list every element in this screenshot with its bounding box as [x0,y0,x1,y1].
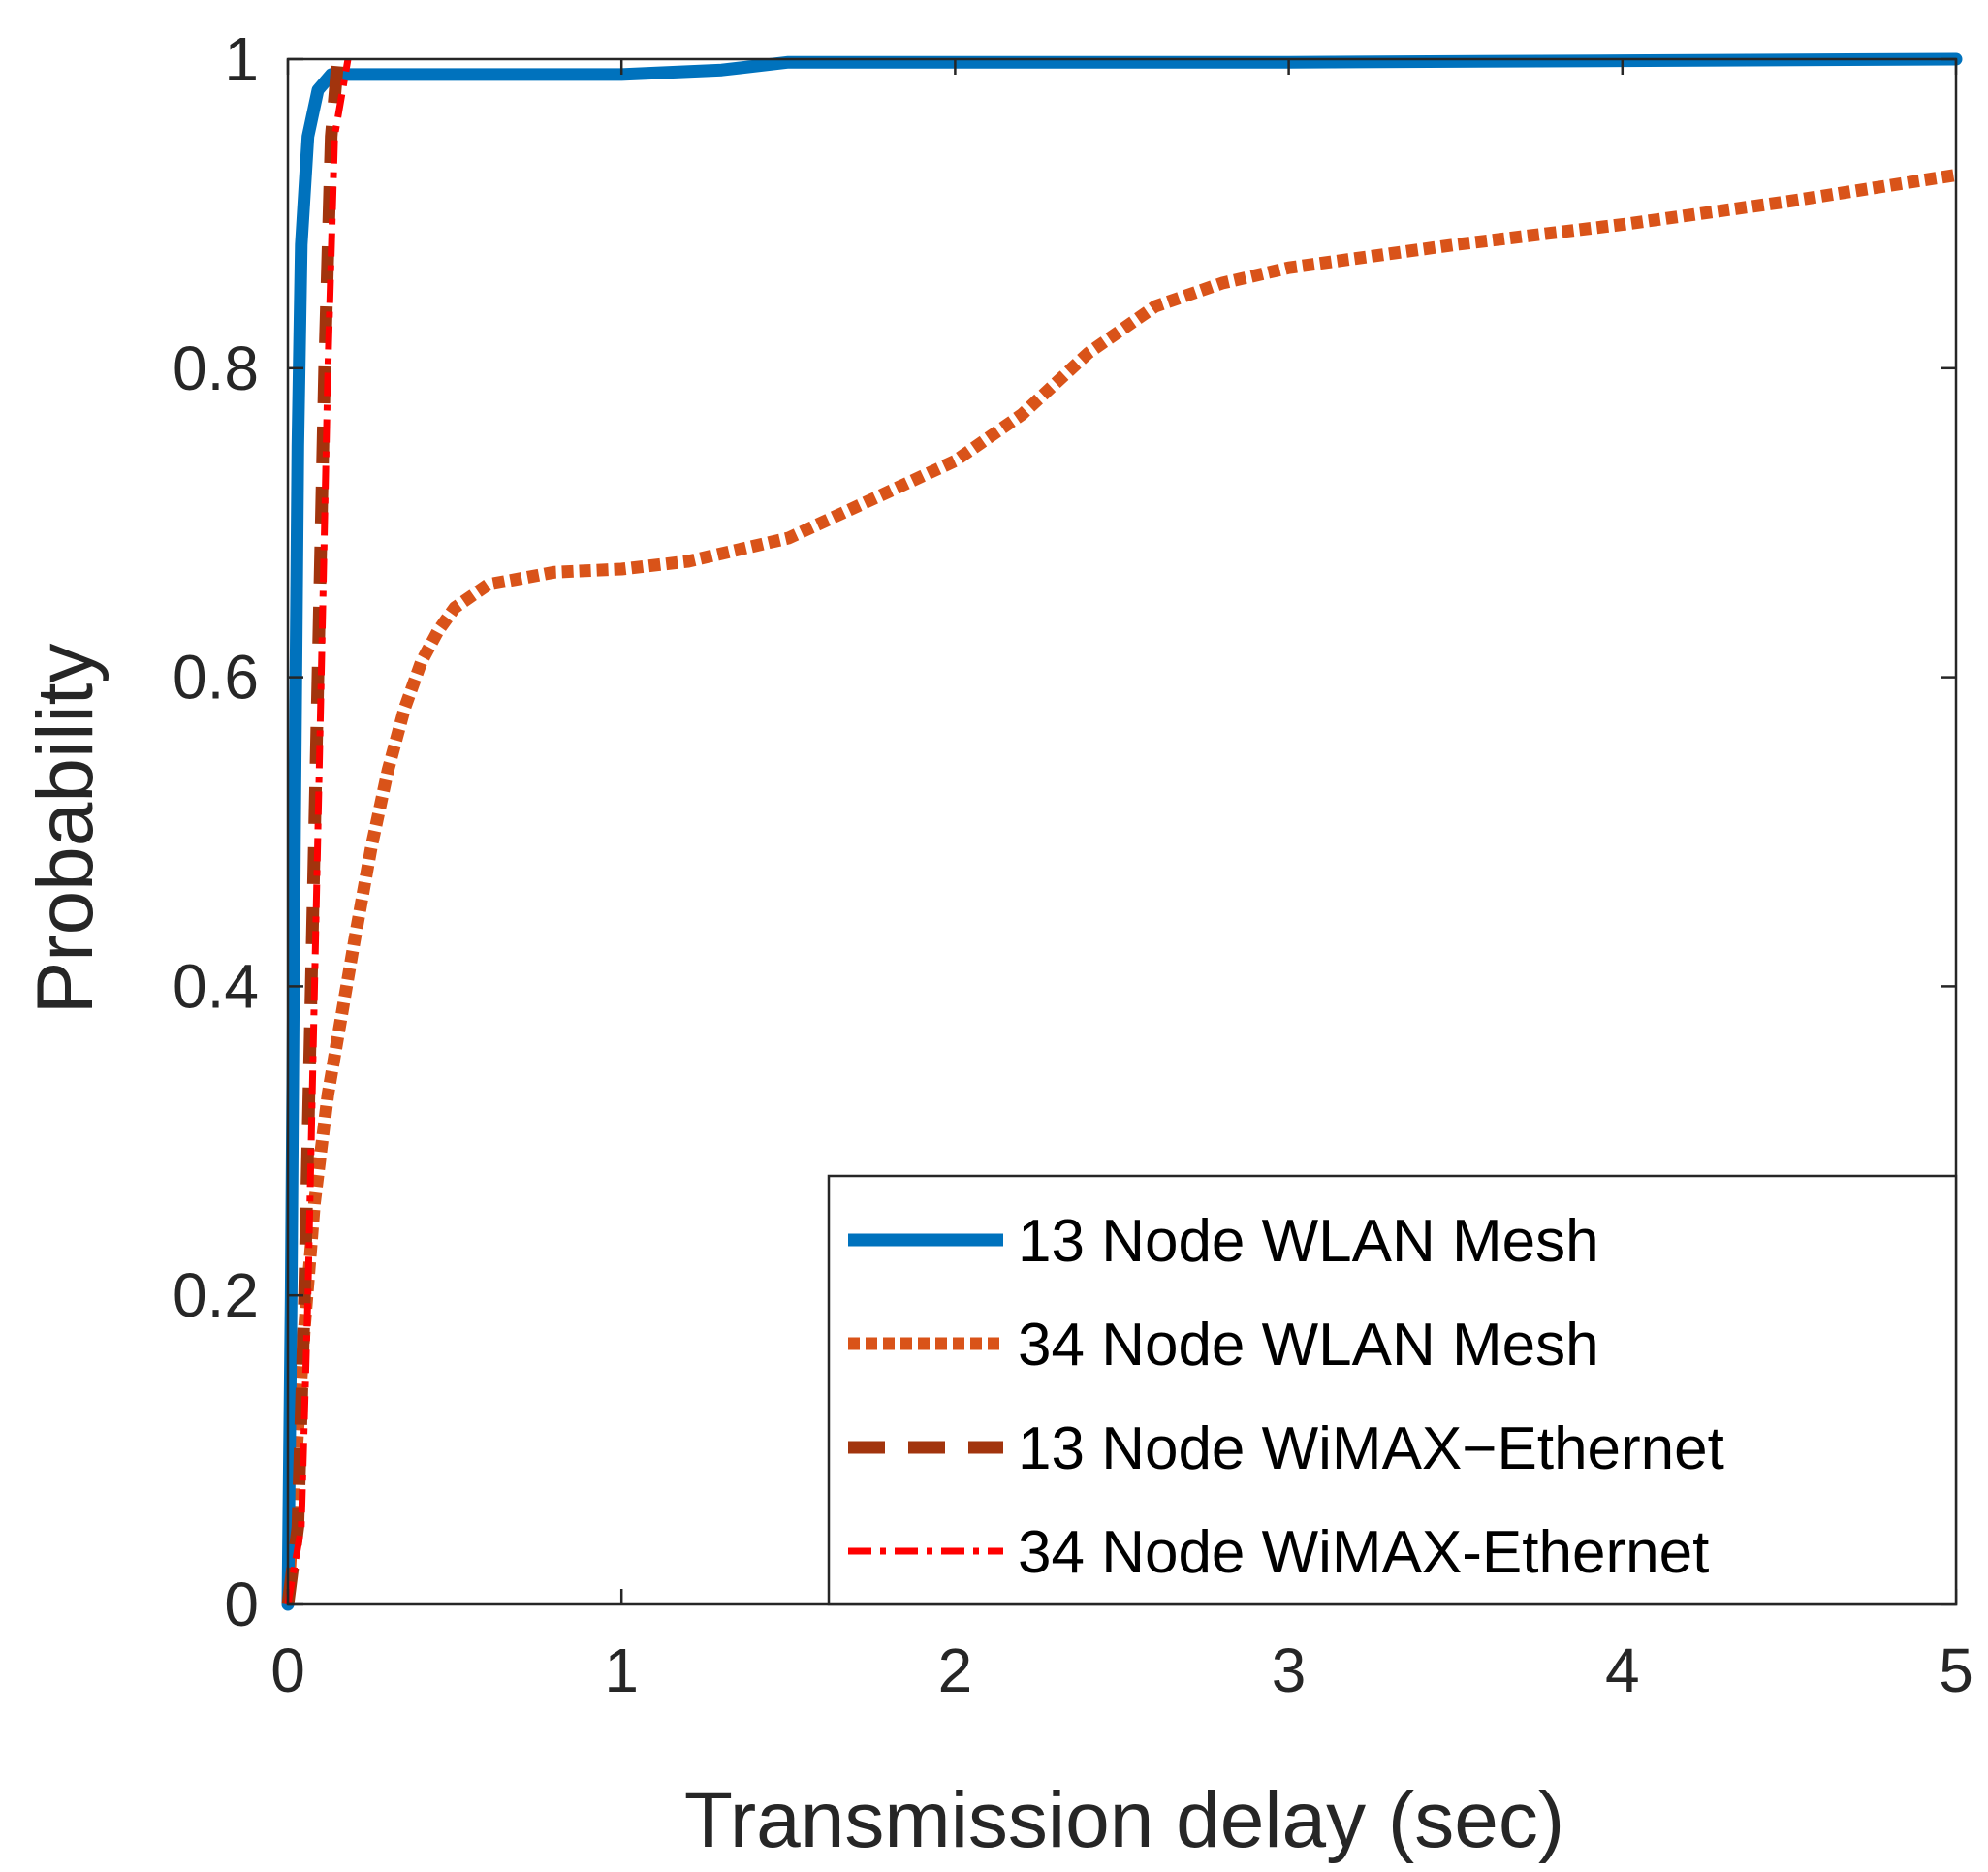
legend-label: 34 Node WiMAX-Ethernet [1018,1519,1709,1586]
series-line-4 [284,58,352,1605]
y-tick-label: 0 [224,1570,259,1639]
x-tick-label: 2 [938,1635,973,1705]
x-tick-label: 1 [604,1635,639,1705]
series-layer [281,52,1963,1611]
y-tick-label: 0.8 [173,333,259,403]
y-tick-label: 0.6 [173,643,259,713]
legend-label: 34 Node WLAN Mesh [1018,1312,1599,1379]
y-tick-label: 1 [224,24,259,94]
y-tick-label: 0.2 [173,1260,259,1330]
legend-box [827,1174,1958,1606]
legend: 13 Node WLAN Mesh 34 Node WLAN Mesh 13 Nod… [827,1174,1958,1606]
x-tick-label: 3 [1272,1635,1307,1705]
series-line-1 [281,52,1963,1611]
y-tick-label: 0.4 [173,951,259,1021]
x-tick-label: 0 [270,1635,305,1705]
legend-label: 13 Node WiMAX−Ethernet [1018,1415,1724,1482]
x-tick-label: 5 [1939,1635,1973,1705]
y-axis-label: Probability [21,644,110,1015]
series-line-2 [281,169,1958,1605]
axes-layer: 0 1 2 3 4 5 0 0.2 0.4 0.6 0.8 1 [173,24,1973,1705]
x-axis-label: Transmission delay (sec) [684,1776,1564,1864]
x-tick-label: 4 [1605,1635,1640,1705]
legend-label: 13 Node WLAN Mesh [1018,1208,1599,1275]
